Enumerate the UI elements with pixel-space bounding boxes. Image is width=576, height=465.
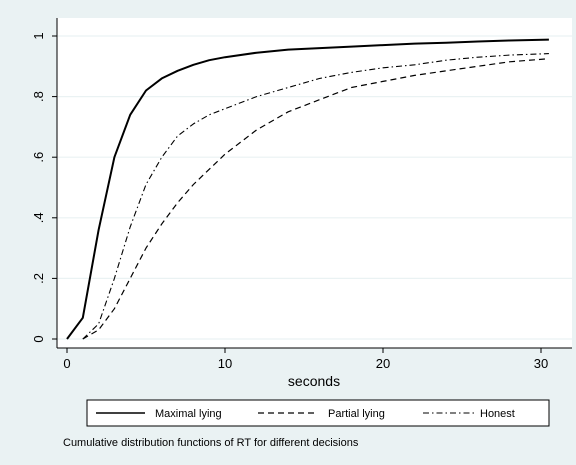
plot-area [57, 18, 572, 348]
series-line-honest [82, 53, 549, 340]
x-tick-label: 0 [63, 356, 70, 371]
series-line-maximal-lying [66, 38, 549, 340]
y-tick-label: 1 [31, 32, 46, 39]
legend-label: Honest [480, 408, 515, 420]
series-line-partial-lying [82, 58, 549, 340]
x-tick-label: 10 [218, 356, 232, 371]
series-lines [66, 38, 549, 340]
legend-label: Partial lying [328, 408, 385, 420]
x-axis-label: seconds [288, 373, 340, 389]
x-tick-label: 30 [534, 356, 548, 371]
x-axis: 0 10 20 30 [57, 347, 572, 371]
y-tick-label: .8 [31, 91, 46, 102]
legend-label: Maximal lying [155, 408, 222, 420]
gridlines [57, 35, 572, 340]
y-tick-label: 0 [31, 335, 46, 342]
legend-box [86, 399, 550, 427]
y-tick-label: .2 [31, 273, 46, 284]
y-axis: 0 .2 .4 .6 .8 1 [31, 18, 58, 348]
legend: Maximal lying Partial lying Honest [86, 399, 550, 427]
y-tick-label: .6 [31, 152, 46, 163]
y-tick-label: .4 [31, 212, 46, 223]
x-tick-label: 20 [376, 356, 390, 371]
chart-note: Cumulative distribution functions of RT … [63, 437, 359, 449]
